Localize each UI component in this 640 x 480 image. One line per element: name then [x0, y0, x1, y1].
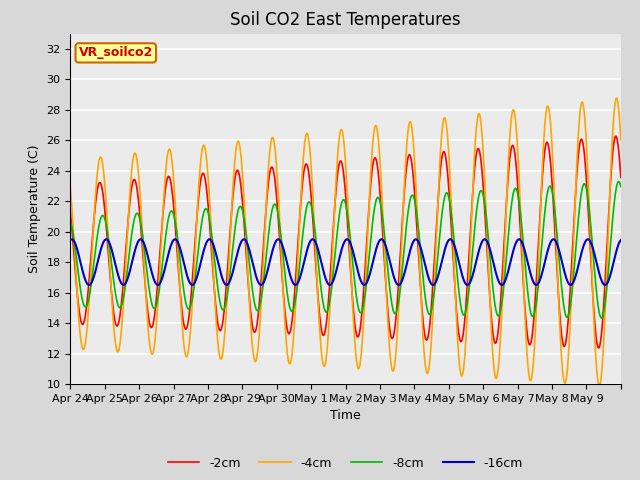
-8cm — [542, 197, 550, 203]
-2cm — [379, 228, 387, 233]
Line: -16cm: -16cm — [70, 239, 621, 285]
-16cm — [601, 282, 609, 288]
-2cm — [122, 253, 129, 259]
Line: -2cm: -2cm — [70, 136, 621, 348]
-4cm — [609, 121, 617, 127]
Y-axis label: Soil Temperature (C): Soil Temperature (C) — [28, 144, 41, 273]
-16cm — [241, 237, 248, 242]
-16cm — [379, 237, 387, 243]
-4cm — [240, 198, 248, 204]
-4cm — [595, 383, 603, 388]
X-axis label: Time: Time — [330, 409, 361, 422]
-16cm — [67, 237, 74, 243]
-16cm — [609, 260, 617, 266]
-4cm — [612, 95, 620, 101]
-8cm — [122, 283, 129, 289]
-16cm — [617, 237, 625, 243]
Line: -4cm: -4cm — [70, 98, 621, 385]
-4cm — [122, 267, 129, 273]
-8cm — [67, 218, 74, 224]
Title: Soil CO2 East Temperatures: Soil CO2 East Temperatures — [230, 11, 461, 29]
-8cm — [617, 184, 625, 190]
-4cm — [617, 137, 625, 143]
-8cm — [598, 315, 605, 321]
-2cm — [67, 209, 74, 215]
-8cm — [379, 214, 387, 220]
-2cm — [511, 153, 519, 159]
-2cm — [609, 145, 617, 151]
-2cm — [542, 141, 550, 146]
-8cm — [615, 179, 623, 184]
-8cm — [240, 216, 248, 222]
-2cm — [595, 345, 602, 351]
-16cm — [543, 252, 550, 258]
-16cm — [122, 280, 129, 286]
-2cm — [617, 175, 625, 180]
-2cm — [612, 133, 620, 139]
Legend: -2cm, -4cm, -8cm, -16cm: -2cm, -4cm, -8cm, -16cm — [163, 452, 528, 475]
Line: -8cm: -8cm — [70, 181, 621, 318]
-4cm — [511, 115, 519, 120]
-4cm — [379, 205, 387, 211]
-2cm — [240, 221, 248, 227]
-16cm — [68, 236, 76, 242]
-8cm — [511, 186, 519, 192]
Text: VR_soilco2: VR_soilco2 — [79, 47, 153, 60]
-4cm — [542, 108, 550, 114]
-4cm — [67, 185, 74, 191]
-16cm — [511, 241, 519, 247]
-8cm — [609, 211, 617, 216]
